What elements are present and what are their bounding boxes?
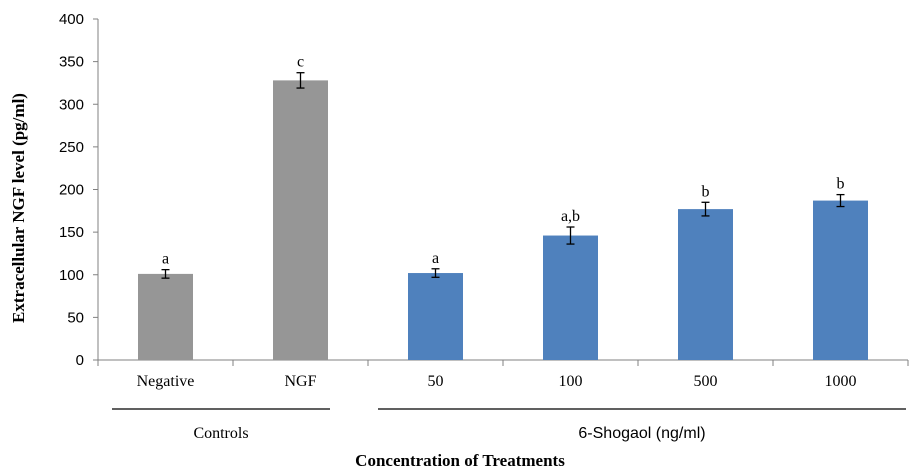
y-tick-label: 300: [59, 96, 84, 113]
y-axis: 0 50 100 150 200 250 300 350 400: [59, 11, 99, 369]
y-tick-label: 150: [59, 224, 84, 241]
significance-label: a,b: [561, 208, 580, 225]
y-tick-label: 0: [76, 352, 84, 369]
y-tick-label: 100: [59, 267, 84, 284]
significance-label: a: [162, 251, 169, 268]
x-axis: [97, 359, 909, 366]
group-label: Controls: [193, 425, 248, 442]
group-brackets: Controls 6-Shogaol (ng/ml): [112, 408, 906, 442]
significance-label: b: [702, 183, 710, 200]
y-axis-label: Extracellular NGF level (pg/ml): [9, 93, 28, 323]
x-tick-label: 500: [694, 373, 718, 390]
x-tick-label: 50: [428, 373, 444, 390]
bar-100: [543, 235, 598, 360]
group-label: 6-Shogaol (ng/ml): [578, 425, 705, 442]
x-tick-label: Negative: [137, 373, 195, 390]
bars: a Negative c NGF a 50 a,b 100 b 500 b 1000: [137, 54, 868, 390]
bar-1000: [813, 200, 868, 360]
bar-ngf: [273, 80, 328, 360]
significance-label: c: [297, 54, 304, 71]
y-tick-label: 250: [59, 139, 84, 156]
significance-label: a: [432, 250, 439, 267]
bar-negative: [138, 273, 193, 360]
significance-label: b: [837, 176, 845, 193]
y-tick-label: 200: [59, 182, 84, 199]
x-tick-label: 1000: [825, 373, 857, 390]
x-axis-label: Concentration of Treatments: [355, 451, 565, 470]
y-tick-label: 50: [67, 309, 84, 326]
y-tick-label: 400: [59, 11, 84, 28]
y-tick-label: 350: [59, 54, 84, 71]
bar-50: [408, 273, 463, 360]
x-tick-label: 100: [559, 373, 583, 390]
x-tick-label: NGF: [284, 373, 316, 390]
bar-500: [678, 209, 733, 360]
